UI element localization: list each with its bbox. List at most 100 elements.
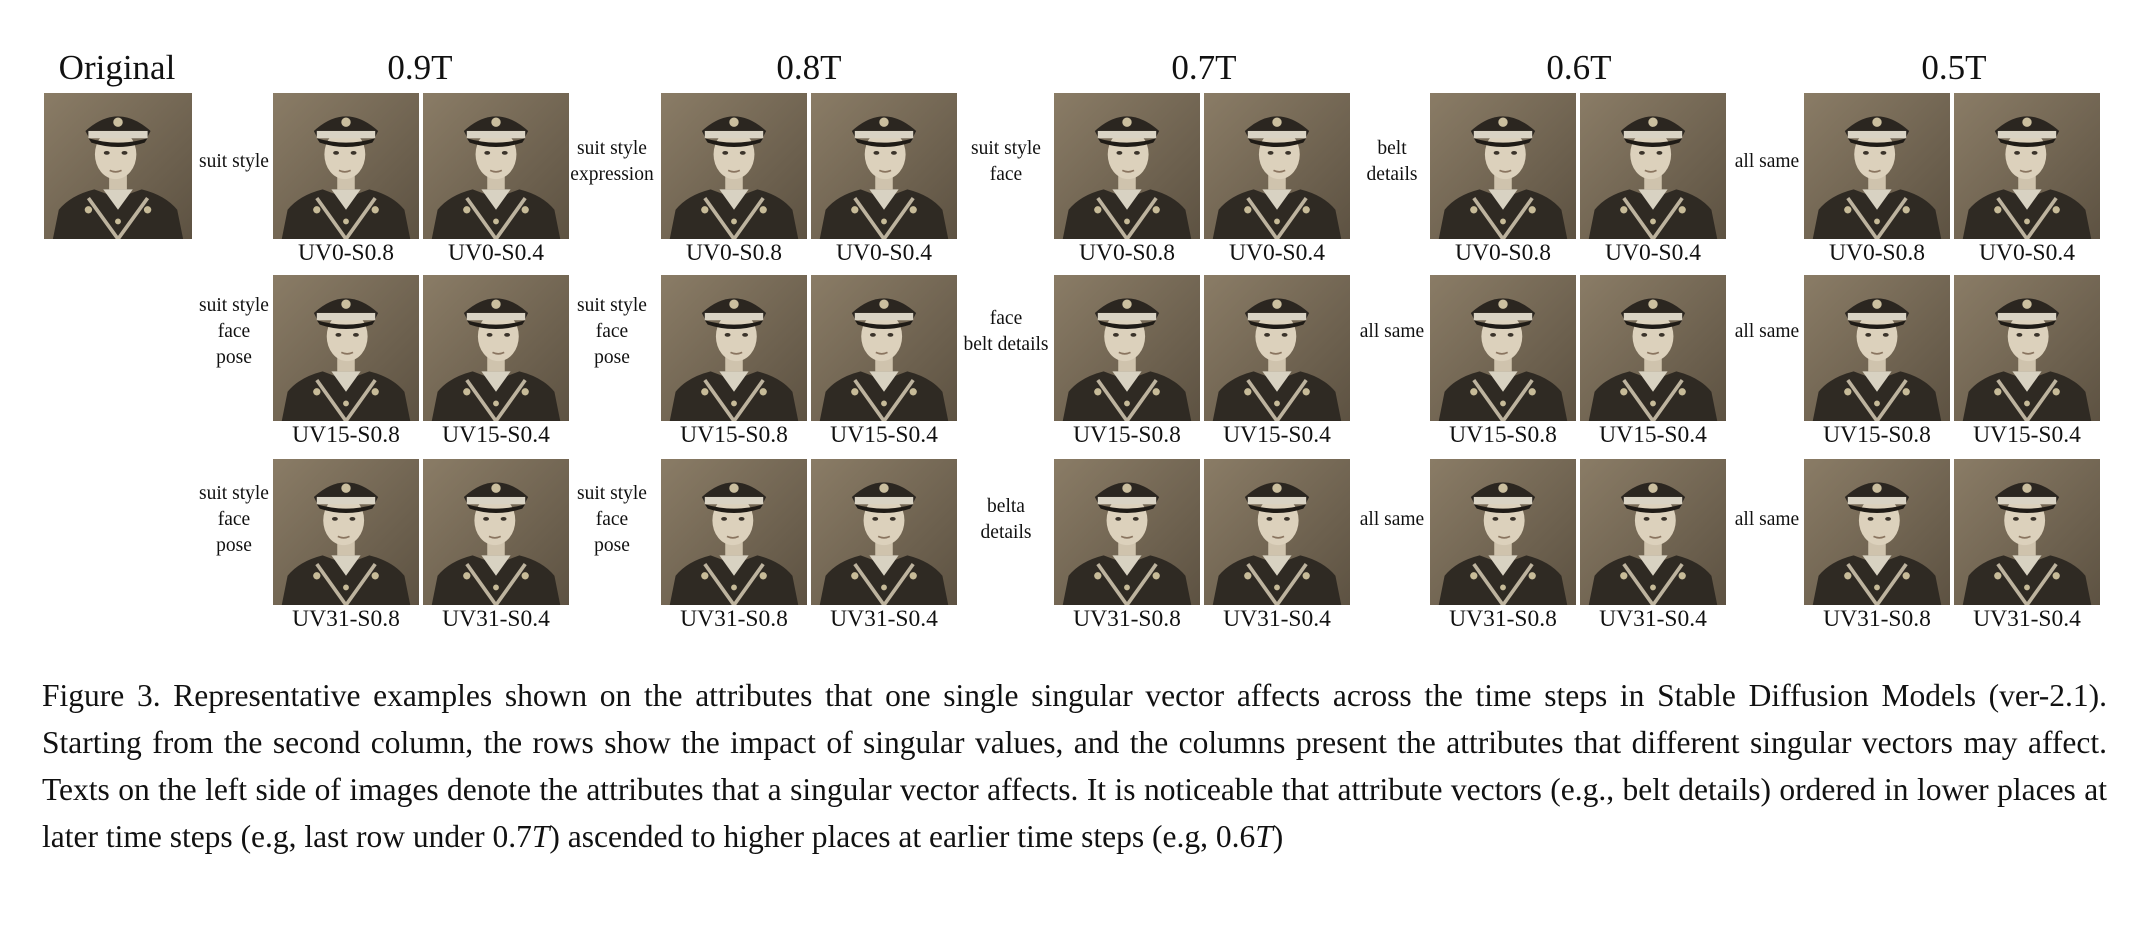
portrait-c4-r0-0	[1804, 93, 1950, 239]
image-label-c0-r0-0: UV0-S0.8	[298, 240, 394, 266]
attribute-line: suit style	[577, 138, 647, 159]
attribute-text-c4-r0: all same	[1735, 149, 1799, 175]
portrait-c1-r1-0	[661, 275, 807, 421]
portrait-c1-r2-1	[811, 459, 957, 605]
soldier-portrait-icon	[661, 459, 807, 605]
image-label-c0-r2-1: UV31-S0.4	[442, 606, 550, 632]
image-label-c1-r1-0: UV15-S0.8	[680, 422, 788, 448]
soldier-portrait-icon	[1054, 459, 1200, 605]
figure-caption: Figure 3. Representative examples shown …	[42, 672, 2107, 860]
portrait-c4-r2-0	[1804, 459, 1950, 605]
attribute-line: all same	[1359, 321, 1425, 342]
figure-panel: Original 0.9T suit style	[44, 48, 2100, 632]
portrait-c1-r2-0	[661, 459, 807, 605]
attribute-text-c1-r0: suit style expression	[570, 136, 653, 188]
attribute-text-c1-r1: suit style face pose	[577, 293, 647, 371]
image-label-c3-r1-0: UV15-S0.8	[1449, 422, 1557, 448]
image-label-c4-r0-1: UV0-S0.4	[1979, 240, 2075, 266]
attribute-line: pose	[216, 347, 252, 368]
original-portrait	[44, 93, 192, 239]
caption-text-1: Figure 3. Representative examples shown …	[42, 678, 2107, 854]
attribute-text-c0-r1: suit style face pose	[199, 293, 269, 371]
image-label-c3-r2-0: UV31-S0.8	[1449, 606, 1557, 632]
image-label-c0-r1-0: UV15-S0.8	[292, 422, 400, 448]
caption-text-3: )	[1272, 819, 1284, 854]
attribute-line: expression	[570, 164, 654, 185]
image-label-c0-r1-1: UV15-S0.4	[442, 422, 550, 448]
image-label-c2-r1-0: UV15-S0.8	[1073, 422, 1181, 448]
image-label-c3-r0-1: UV0-S0.4	[1605, 240, 1701, 266]
soldier-portrait-icon	[1804, 459, 1950, 605]
attribute-line: all same	[1734, 321, 1800, 342]
column-header-1: 0.8T	[776, 48, 842, 87]
attribute-line: belt details	[963, 334, 1049, 355]
attribute-text-c2-r0: suit style face	[971, 136, 1041, 188]
soldier-portrait-icon	[273, 459, 419, 605]
image-label-c1-r0-0: UV0-S0.8	[686, 240, 782, 266]
image-label-c3-r2-1: UV31-S0.4	[1599, 606, 1707, 632]
original-label: Original	[58, 48, 176, 87]
soldier-portrait-icon	[1580, 93, 1726, 239]
column-header-3: 0.6T	[1546, 48, 1612, 87]
portrait-c2-r2-0	[1054, 459, 1200, 605]
soldier-portrait-icon	[1430, 459, 1576, 605]
attribute-line: suit style	[199, 483, 269, 504]
image-label-c4-r1-1: UV15-S0.4	[1973, 422, 2081, 448]
attribute-line: face	[595, 321, 629, 342]
portrait-c0-r2-1	[423, 459, 569, 605]
soldier-portrait-icon	[1430, 275, 1576, 421]
soldier-portrait-icon	[1804, 93, 1950, 239]
image-label-c3-r1-1: UV15-S0.4	[1599, 422, 1707, 448]
soldier-portrait-icon	[1204, 459, 1350, 605]
portrait-c0-r1-1	[423, 275, 569, 421]
caption-symbol-t1: T	[531, 819, 550, 854]
soldier-portrait-icon	[1430, 93, 1576, 239]
soldier-portrait-icon	[1054, 275, 1200, 421]
image-label-c2-r2-0: UV31-S0.8	[1073, 606, 1181, 632]
portrait-c0-r0-1	[423, 93, 569, 239]
image-label-c2-r1-1: UV15-S0.4	[1223, 422, 1331, 448]
attribute-line: belt	[1377, 138, 1407, 159]
portrait-c3-r0-1	[1580, 93, 1726, 239]
soldier-portrait-icon	[1054, 93, 1200, 239]
attribute-text-c3-r2: all same	[1360, 507, 1424, 533]
portrait-c1-r0-1	[811, 93, 957, 239]
image-label-c0-r2-0: UV31-S0.8	[292, 606, 400, 632]
attribute-text-c3-r0: belt details	[1367, 136, 1418, 188]
image-label-c4-r0-0: UV0-S0.8	[1829, 240, 1925, 266]
attribute-text-c3-r1: all same	[1360, 319, 1424, 345]
column-header-2: 0.7T	[1171, 48, 1237, 87]
soldier-portrait-icon	[1580, 275, 1726, 421]
image-label-c1-r1-1: UV15-S0.4	[830, 422, 938, 448]
portrait-c1-r1-1	[811, 275, 957, 421]
soldier-portrait-icon	[273, 275, 419, 421]
attribute-text-c2-r2: belta details	[981, 494, 1032, 546]
portrait-c0-r1-0	[273, 275, 419, 421]
image-label-c4-r2-1: UV31-S0.4	[1973, 606, 2081, 632]
portrait-c2-r0-1	[1204, 93, 1350, 239]
image-label-c0-r0-1: UV0-S0.4	[448, 240, 544, 266]
attribute-line: face	[989, 308, 1023, 329]
column-header-4: 0.5T	[1921, 48, 1987, 87]
portrait-c4-r2-1	[1954, 459, 2100, 605]
soldier-portrait-icon	[811, 459, 957, 605]
attribute-line: suit style	[199, 151, 269, 172]
attribute-line: belta	[987, 496, 1025, 517]
image-label-c4-r1-0: UV15-S0.8	[1823, 422, 1931, 448]
portrait-c2-r1-0	[1054, 275, 1200, 421]
portrait-c2-r2-1	[1204, 459, 1350, 605]
portrait-c2-r1-1	[1204, 275, 1350, 421]
attribute-line: face	[217, 509, 251, 530]
portrait-c3-r2-1	[1580, 459, 1726, 605]
portrait-c2-r0-0	[1054, 93, 1200, 239]
soldier-portrait-icon	[273, 93, 419, 239]
portrait-c4-r1-0	[1804, 275, 1950, 421]
soldier-portrait-icon	[423, 459, 569, 605]
attribute-line: details	[980, 522, 1032, 543]
image-label-c1-r0-1: UV0-S0.4	[836, 240, 932, 266]
attribute-line: face	[595, 509, 629, 530]
attribute-text-c4-r2: all same	[1735, 507, 1799, 533]
soldier-portrait-icon	[1580, 459, 1726, 605]
caption-symbol-t2: T	[1255, 819, 1273, 854]
soldier-portrait-icon	[811, 275, 957, 421]
